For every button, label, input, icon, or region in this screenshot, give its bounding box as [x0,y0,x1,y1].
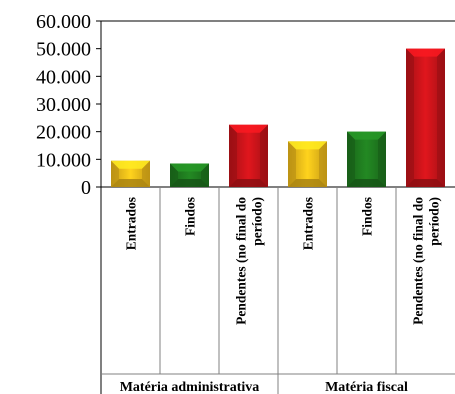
bar-bevel-right [260,124,268,187]
bar-bevel-bottom [170,179,209,187]
chart-axes: 0 10.000 20.000 30.000 40.000 50.000 60.000 [36,11,455,394]
y-tick-label: 20.000 [36,122,91,144]
bar-bevel-right [378,131,386,187]
y-tick-label: 30.000 [36,94,91,116]
chart-bars [111,48,445,187]
category-label: Entrados [301,197,316,250]
y-tick-label: 60.000 [36,11,91,33]
y-tick-label: 40.000 [36,66,91,88]
y-tick-label: 0 [81,177,91,199]
category-label: Findos [183,197,198,236]
y-tick-label: 10.000 [36,149,91,171]
y-tick-label: 50.000 [36,39,91,61]
category-label: Entrados [124,197,139,250]
bar-bevel-left [288,141,296,187]
bar-bevel-top [406,48,445,57]
bar-bevel-bottom [406,179,445,187]
bar-bevel-bottom [347,179,386,187]
bar-bevel-right [319,141,327,187]
category-label: Findos [360,197,375,236]
category-label: período) [250,197,265,246]
category-label: Pendentes (no final do [234,197,249,325]
bar-bevel-bottom [111,179,150,187]
bar-bevel-left [347,131,355,187]
bar-bevel-right [201,163,209,187]
chart-labels: Entrados Findos Pendentes (no final do perí… [120,197,442,394]
bar-bevel-top [111,160,150,169]
bar-bevel-top [288,141,327,150]
group-label: Matéria fiscal [325,380,408,394]
bar-bevel-bottom [288,179,327,187]
group-label: Matéria administrativa [120,380,260,394]
bar-bevel-bottom [229,179,268,187]
bar-bevel-left [111,160,119,187]
bar-bevel-top [229,124,268,133]
bar-bevel-right [437,48,445,187]
bar-bevel-left [229,124,237,187]
bar-bevel-left [170,163,178,187]
bar-bevel-top [170,163,209,172]
category-label: período) [427,197,442,246]
bar-bevel-right [142,160,150,187]
bar-bevel-left [406,48,414,187]
category-label: Pendentes (no final do [411,197,426,325]
bar-bevel-top [347,131,386,140]
